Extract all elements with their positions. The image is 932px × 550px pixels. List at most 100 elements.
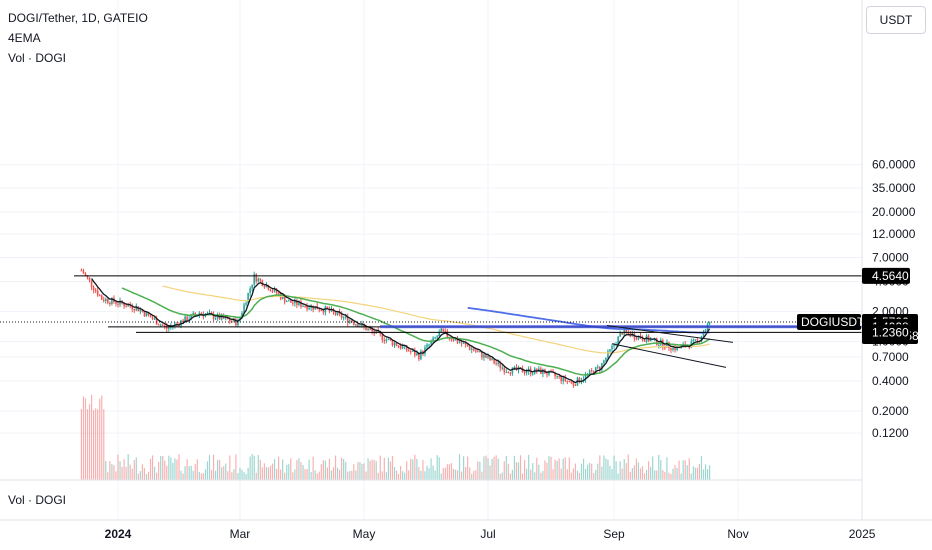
volume-bar [597,463,599,480]
candle-body [350,320,353,323]
volume-bar [379,455,381,480]
volume-bar [700,455,703,480]
volume-bar [601,466,603,480]
volume-bar [676,467,678,480]
price-tick-label: 0.7000 [872,350,909,364]
volume-bar [320,464,322,480]
volume-bar [650,467,652,480]
volume-bar [491,458,493,480]
volume-bar [168,455,170,480]
volume-bar [198,471,200,480]
price-tick-label: 12.0000 [872,227,916,241]
price-axis-bg [862,0,932,520]
volume-bar [692,466,694,480]
volume-bar [639,468,642,480]
volume-bar [341,457,343,480]
candle-body [361,323,363,327]
volume-bar [534,472,536,480]
volume-bar [271,463,274,480]
volume-bar [135,457,137,480]
volume-bar [143,468,146,480]
volume-bar [97,409,99,480]
volume-bar [257,455,259,480]
candle-body [407,350,410,352]
volume-bar [469,467,471,480]
candle-body [275,288,278,294]
volume-bar [243,472,245,480]
volume-pane-label: Vol · DOGI [8,493,67,507]
candle-body [466,344,469,347]
candle-body [214,318,217,320]
candle-body [342,317,345,319]
currency-button[interactable]: USDT [866,6,926,34]
trend-drawings [0,275,862,368]
volume-bar [566,469,568,480]
volume-bar [645,469,648,480]
volume-bar [629,471,631,480]
candle-body [147,312,150,316]
candle-body [198,312,201,315]
volume-bar [434,470,436,480]
volume-bar [406,461,408,480]
volume-bar [162,456,164,480]
volume-bar [259,459,261,480]
candle-body [192,312,195,315]
volume-bar [672,468,674,480]
volume-bar [643,473,646,480]
candle-body [601,362,603,370]
volume-bar [603,455,605,480]
volume-bar [389,461,392,480]
volume-bar [475,470,477,480]
candle-body [165,326,168,329]
candle-body [176,323,178,325]
candle-body [224,317,227,319]
indicator-label[interactable]: 4EMA [8,31,41,45]
candle-body [694,339,697,341]
volume-bar [217,459,219,480]
volume-bar [428,468,430,480]
volume-bar [292,472,294,480]
volume-bar [627,454,629,480]
candle-body [531,373,534,375]
volume-bar [625,463,627,480]
candle-body [344,316,347,318]
volume-bar [562,458,564,480]
volume-bar [698,463,701,480]
volume-bar [432,465,434,480]
candle-body [371,329,373,332]
candle-body [657,344,660,346]
candle-body [139,310,142,312]
price-tick-label: 20.0000 [872,205,916,219]
volume-bar [430,458,432,480]
candle-body [464,342,467,345]
candle-body [271,291,274,293]
volume-bar [149,458,152,480]
candle-body [487,356,489,358]
volume-bar [576,470,579,480]
volume-bar [463,456,465,480]
volume-bar [538,464,540,480]
candle-body [111,298,113,304]
volume-bar [564,457,566,480]
candle-body [314,306,317,310]
volume-bar [214,470,217,480]
volume-bar [436,455,438,480]
candle-body [692,339,695,342]
candle-body [511,367,514,374]
candle-body [418,353,420,360]
candle-body [194,312,197,315]
candle-body [621,333,623,335]
candle-body [655,338,658,346]
candle-body [125,306,127,308]
volume-label[interactable]: Vol · DOGI [8,51,67,65]
candle-body [143,311,146,317]
candle-body [611,345,613,350]
volume-bar [702,469,705,480]
volume-bar [465,467,467,480]
candle-body [397,345,400,347]
volume-bar [578,472,581,480]
candle-body [664,347,666,349]
volume-bar [180,470,182,480]
volume-bar [206,461,209,480]
